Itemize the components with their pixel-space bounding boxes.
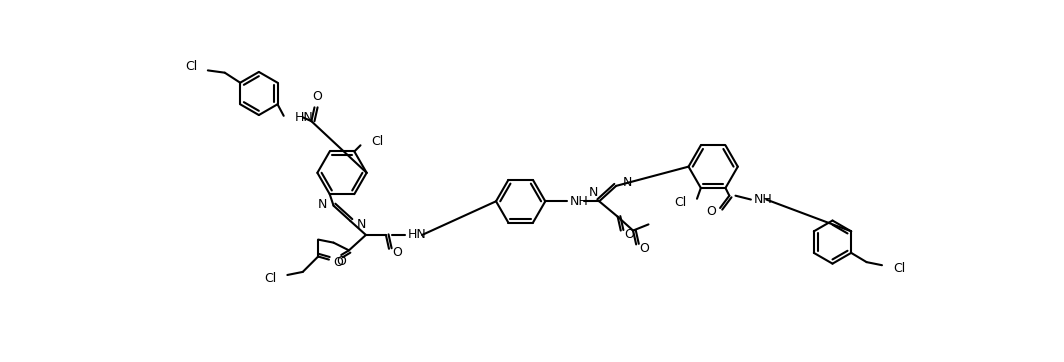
Text: Cl: Cl [264, 272, 277, 285]
Text: HN: HN [295, 111, 314, 124]
Text: O: O [333, 256, 343, 269]
Text: Cl: Cl [185, 60, 197, 73]
Text: N: N [622, 176, 632, 189]
Text: O: O [706, 205, 716, 218]
Text: O: O [639, 242, 649, 255]
Text: N: N [588, 186, 598, 198]
Text: Cl: Cl [371, 135, 383, 148]
Text: O: O [624, 228, 634, 241]
Text: N: N [318, 198, 328, 211]
Text: O: O [312, 90, 321, 104]
Text: Cl: Cl [893, 262, 905, 275]
Text: O: O [336, 254, 346, 268]
Text: NH: NH [570, 195, 588, 208]
Text: Cl: Cl [674, 196, 686, 209]
Text: O: O [392, 246, 402, 259]
Text: N: N [356, 218, 366, 231]
Text: NH: NH [754, 193, 772, 206]
Text: HN: HN [409, 228, 427, 241]
